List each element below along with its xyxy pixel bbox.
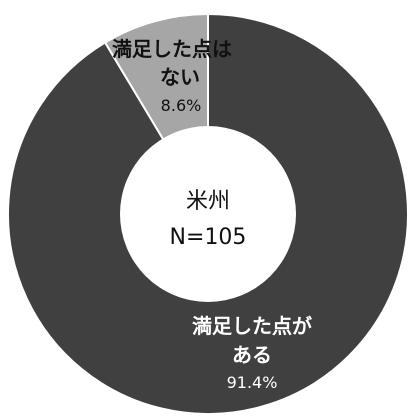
slice-label-not-satisfied-percent: 8.6% [161, 96, 202, 115]
slice-label-not-satisfied-line1: 満足した点は [112, 37, 232, 61]
center-n-label: N=105 [170, 225, 247, 250]
slice-label-satisfied-line2: ある [232, 343, 272, 367]
center-title: 米州 [186, 189, 230, 214]
slice-label-satisfied-percent: 91.4% [227, 373, 278, 392]
slice-label-satisfied-line1: 満足した点が [192, 314, 312, 338]
donut-hole [120, 126, 296, 302]
slice-label-not-satisfied-line2: ない [160, 65, 200, 89]
